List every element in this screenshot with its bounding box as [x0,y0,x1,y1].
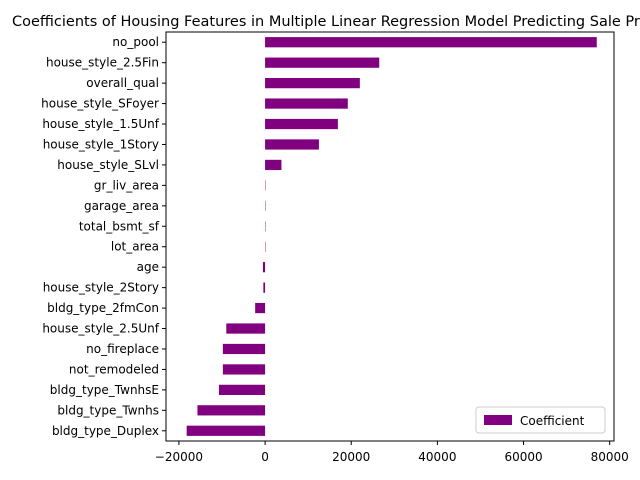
y-axis: no_pool house_style_2.5Fin overall_qualhou… [41,35,166,438]
legend-label: Coefficient [520,414,585,428]
chart-title: Coefficients of Housing Features in Mult… [12,14,640,30]
bar-age [262,262,266,273]
bar-no_pool [265,37,597,48]
x-tick-label: 60000 [504,450,542,464]
x-axis: −20000 0 20000 40000 60000 80000 [155,441,629,464]
y-tick-label: lot_area [111,240,159,254]
x-tick-label: −20000 [155,450,203,464]
bar-overall_qual [265,78,360,89]
x-tick-label: 20000 [332,450,370,464]
bar-bldg_type_2fmCon [255,302,266,314]
y-tick-label: garage_area [84,199,159,213]
y-tick-label: no_pool [112,35,159,49]
y-tick-label: house_style_2.5Fin [46,56,159,70]
bar-no_fireplace [222,343,266,355]
y-tick-label: gr_liv_area [94,178,159,192]
bar-bldg_type_Twnhs [197,405,266,416]
bar-bldg_type_TwnhsE [218,384,266,395]
bar-house_style_SFoyer [265,98,348,109]
y-tick-label: bldg_type_TwnhsE [50,383,159,397]
y-tick-label: bldg_type_2fmCon [47,301,159,315]
bar-house_style_2Story [263,282,266,293]
y-tick-label: bldg_type_Twnhs [57,403,159,417]
y-tick-label: house_style_1.5Unf [42,117,159,131]
x-tick-label: 0 [261,450,269,464]
y-tick-label: age [137,260,159,274]
legend: Coefficient [475,406,606,434]
bar-house_style_2.5Unf [226,323,266,334]
bar-house_style_2.5Fin [265,57,380,68]
plot-frame [165,31,615,442]
y-tick-label: house_style_SLvl [57,158,159,172]
y-tick-label: house_style_2Story [43,281,159,295]
legend-swatch [484,415,512,425]
y-tick-label: not_remodeled [69,362,159,376]
y-tick-label: house_style_1Story [43,137,159,151]
x-tick-label: 40000 [418,450,456,464]
bar-not_remodeled [222,364,266,375]
bar-house_style_1Story [265,139,319,150]
y-tick-label: house_style_2.5Unf [42,322,159,336]
y-tick-label: bldg_type_Duplex [52,424,159,438]
bar-house_style_1.5Unf [265,118,338,130]
legend-box [475,406,606,434]
bar-house_style_SLvl [265,159,282,171]
bars-layer [186,37,597,436]
y-tick-label: no_fireplace [86,342,159,356]
x-tick-label: 80000 [591,450,629,464]
y-tick-label: overall_qual [86,76,159,90]
y-tick-label: total_bsmt_sf [79,219,160,233]
bar-bldg_type_Duplex [186,425,266,436]
y-tick-label: house_style_SFoyer [41,97,159,111]
